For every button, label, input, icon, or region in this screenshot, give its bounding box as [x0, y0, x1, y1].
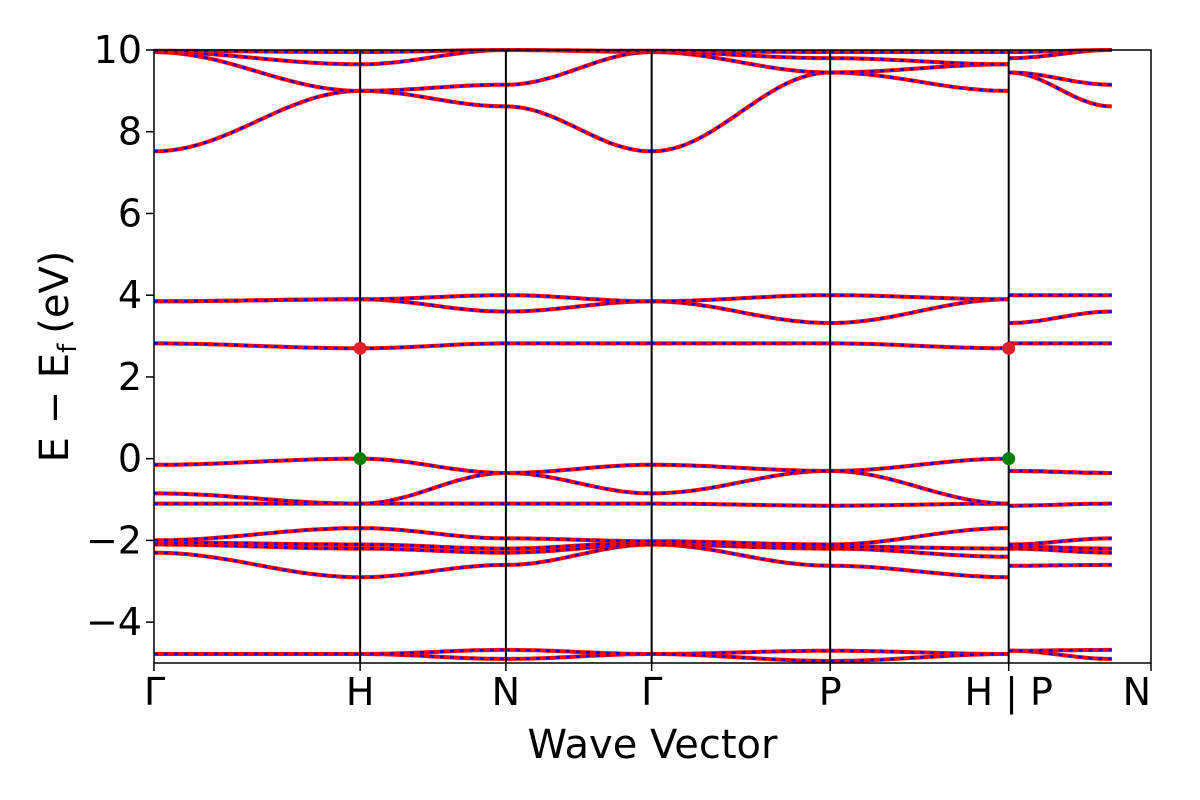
band-dash — [154, 293, 1112, 303]
band-8 — [154, 468, 1112, 506]
cbm-H2 — [1002, 341, 1016, 355]
band-dash — [154, 648, 1112, 663]
y-axis-label-subscript: f — [53, 343, 83, 353]
band-dash — [154, 502, 1112, 507]
band-line — [154, 542, 1112, 559]
band-2 — [154, 647, 1112, 663]
x-tick-label: N — [492, 670, 520, 714]
band-14 — [153, 50, 1112, 93]
x-tick-label: P — [819, 670, 842, 714]
x-tick-label: H | P — [964, 670, 1052, 715]
band-4 — [154, 542, 1112, 559]
x-tick-label: N — [1123, 670, 1151, 714]
band-dash — [154, 469, 1112, 505]
band-7 — [154, 501, 1112, 508]
band-6 — [153, 526, 1112, 547]
band-10 — [154, 341, 1112, 351]
vbm-H2 — [1002, 452, 1016, 466]
y-tick-label: 2 — [118, 355, 142, 399]
bands-layer — [153, 48, 1112, 663]
kpoint-lines — [359, 50, 1010, 663]
band-dash — [153, 50, 1112, 93]
extrema-points — [353, 341, 1016, 466]
y-tick-label: 6 — [118, 191, 142, 235]
y-tick-label: 0 — [118, 437, 142, 481]
vbm-H — [353, 452, 367, 466]
plot-frame — [153, 49, 1152, 664]
band-12 — [154, 293, 1112, 304]
band-line — [153, 50, 1112, 93]
y-axis-label-unit: (eV) — [32, 251, 78, 334]
y-axis-label: E − Ef (eV) — [32, 251, 83, 463]
y-axis-label-main: E − E — [32, 353, 78, 463]
band-dash — [154, 457, 1112, 475]
cbm-H — [353, 341, 367, 355]
band-dash — [154, 342, 1112, 350]
band-dash — [153, 71, 1112, 153]
x-tick-label: Γ — [144, 670, 165, 714]
band-9 — [154, 456, 1112, 475]
band-dash — [153, 541, 1112, 550]
band-13 — [153, 70, 1112, 154]
y-tick-label: 8 — [118, 110, 142, 154]
band-3 — [153, 542, 1112, 580]
x-axis-label: Wave Vector — [528, 722, 779, 768]
x-axis-ticks: Γ H N Γ P H | P N — [144, 663, 1152, 715]
band-line — [154, 647, 1112, 663]
x-tick-label: Γ — [641, 670, 662, 714]
x-tick-label: H — [346, 670, 375, 714]
y-tick-label: −2 — [86, 518, 142, 562]
band-dash — [153, 526, 1112, 546]
band-line — [153, 526, 1112, 547]
band-dash — [154, 543, 1112, 558]
y-tick-label: 10 — [94, 28, 142, 72]
y-axis-ticks: −4 −2 0 2 4 6 8 10 — [86, 28, 154, 644]
y-tick-label: 4 — [118, 273, 142, 317]
band-dash — [153, 543, 1112, 579]
y-tick-label: −4 — [86, 600, 142, 644]
